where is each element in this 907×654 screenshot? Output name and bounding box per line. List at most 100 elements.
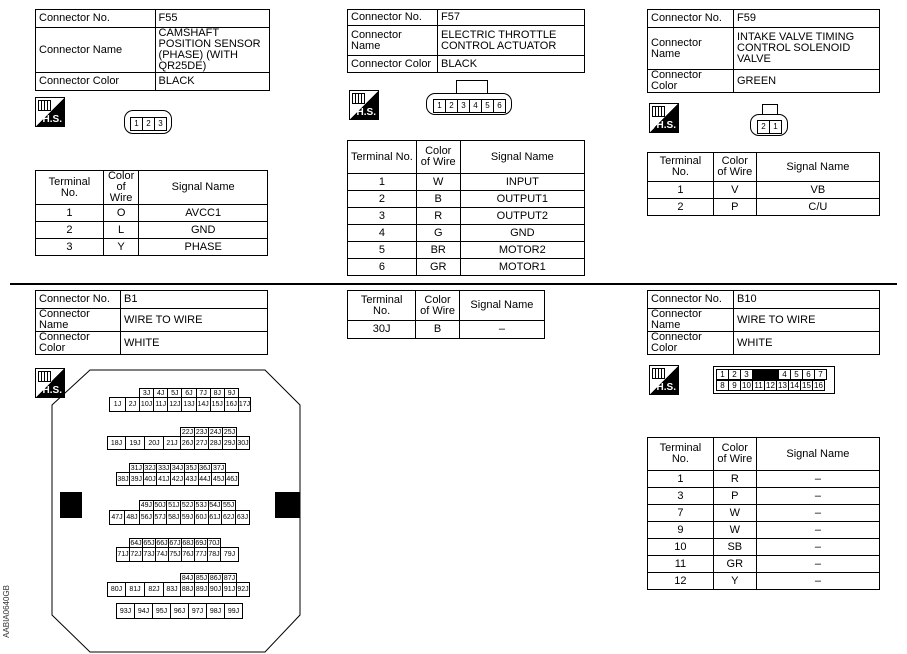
table-row: 9 W – xyxy=(647,521,881,539)
b1-terminal-cell: 77J xyxy=(194,547,208,562)
b1-lock-tab-right xyxy=(275,492,300,518)
table-row: 7 W – xyxy=(647,504,881,522)
b1-terminal-cell: 63J xyxy=(235,510,250,525)
wire-color: GR xyxy=(712,555,757,573)
b1-terminal-cell: 91J xyxy=(222,582,237,597)
label: Connector Color xyxy=(647,331,734,355)
b1-terminal-cell: 57J xyxy=(152,510,168,525)
signal-name: – xyxy=(755,538,881,556)
b1-terminal-cell: 95J xyxy=(152,603,171,619)
b1-terminal-cell: 2J xyxy=(125,397,140,412)
terminal-no: 10 xyxy=(647,538,714,556)
b1-terminal-cell: 42J xyxy=(170,472,185,486)
b1-terminal-cell: 93J xyxy=(116,603,135,619)
table-row: 1 V VB xyxy=(647,181,881,199)
b1-color: WHITE xyxy=(120,331,268,355)
signal-name: – xyxy=(755,572,881,590)
b1-terminal-cell: 62J xyxy=(221,510,236,525)
harness-side-icon: H.S. xyxy=(349,90,379,120)
header-terminal-no: Terminal No. xyxy=(35,170,104,205)
connector-key xyxy=(752,369,779,380)
wire-color: Y xyxy=(712,572,757,590)
b10-info-table: Connector No. B10 Connector Name WIRE TO W… xyxy=(647,290,880,355)
table-row: 30J B – xyxy=(346,320,546,339)
b1-terminal-cell: 11J xyxy=(153,397,169,412)
f59-name: INTAKE VALVE TIMING CONTROL SOLENOID VAL… xyxy=(733,27,880,70)
signal-name: – xyxy=(755,470,881,488)
b1-name: WIRE TO WIRE xyxy=(120,308,268,332)
b1-terminal-cell: 28J xyxy=(208,436,223,450)
b1-terminal-cell: 27J xyxy=(194,436,209,450)
terminal-no: 9 xyxy=(647,521,714,539)
b1-terminal-table: Terminal No. Color of Wire Signal Name 30J B… xyxy=(346,290,546,339)
header-terminal-no: Terminal No. xyxy=(346,290,417,321)
b1-terminal-cell: 83J xyxy=(163,582,181,597)
table-row: 4 G GND xyxy=(347,224,586,242)
b1-terminal-cell: 16J xyxy=(223,397,239,412)
label: Connector Color xyxy=(35,331,121,355)
header-color-of-wire: Color of Wire xyxy=(712,152,757,182)
connector-pin: 6 xyxy=(493,98,506,113)
signal-name: – xyxy=(755,487,881,505)
table-row: 3 Y PHASE xyxy=(35,238,268,256)
b1-terminal-cell: 89J xyxy=(194,582,209,597)
wire-color: P xyxy=(712,487,757,505)
connector-pin: 16 xyxy=(812,380,825,391)
wire-color: B xyxy=(415,320,460,339)
signal-name: – xyxy=(458,320,546,339)
table-row: 3 R OUTPUT2 xyxy=(347,207,586,225)
table-row: 2 P C/U xyxy=(647,198,881,216)
connector-pin: 3 xyxy=(154,116,167,131)
label: Connector Name xyxy=(647,308,734,332)
b1-terminal-cell: 94J xyxy=(134,603,153,619)
table-row: 3 P – xyxy=(647,487,881,505)
b1-terminal-cell: 82J xyxy=(144,582,164,597)
b1-terminal-cell: 72J xyxy=(129,547,143,562)
b1-terminal-cell: 96J xyxy=(170,603,189,619)
f57-name: ELECTRIC THROTTLE CONTROL ACTUATOR xyxy=(437,25,585,56)
table-row: 10 SB – xyxy=(647,538,881,556)
b10-name: WIRE TO WIRE xyxy=(733,308,880,332)
f55-name: CAMSHAFT POSITION SENSOR (PHASE) (WITH Q… xyxy=(154,27,271,73)
b1-terminal-cell: 19J xyxy=(125,436,145,450)
b10-color: WHITE xyxy=(733,331,880,355)
table-row: 1 O AVCC1 xyxy=(35,204,268,222)
label: Connector Name xyxy=(647,27,734,70)
harness-side-icon: H.S. xyxy=(35,368,65,398)
signal-name: – xyxy=(755,555,881,573)
b1-terminal-cell: 10J xyxy=(139,397,155,412)
table-row: 12 Y – xyxy=(647,572,881,590)
signal-name: – xyxy=(755,504,881,522)
b1-terminal-cell: 39J xyxy=(129,472,144,486)
b1-terminal-cell: 48J xyxy=(124,510,140,525)
wire-color: W xyxy=(712,521,757,539)
terminal-no: 3 xyxy=(35,238,104,256)
header-terminal-no: Terminal No. xyxy=(347,140,417,174)
b1-lock-tab-left xyxy=(60,492,82,518)
b1-terminal-cell: 98J xyxy=(206,603,225,619)
b1-terminal-cell: 78J xyxy=(207,547,221,562)
label: Connector No. xyxy=(647,290,734,309)
f55-info-table: Connector No. F55 Connector Name CAMSHAFT … xyxy=(35,9,271,91)
connector-latch xyxy=(762,104,778,115)
f57-color: BLACK xyxy=(437,55,585,73)
b1-terminal-cell: 44J xyxy=(197,472,213,486)
terminal-no: 12 xyxy=(647,572,714,590)
b1-terminal-cell: 71J xyxy=(116,547,130,562)
header-color-of-wire: Color of Wire xyxy=(102,170,140,205)
harness-side-icon: H.S. xyxy=(649,103,679,133)
table-row: 5 BR MOTOR2 xyxy=(347,241,586,259)
label: Connector Color xyxy=(347,55,438,73)
wire-color: R xyxy=(712,470,757,488)
b1-terminal-cell: 45J xyxy=(211,472,226,486)
b1-terminal-cell: 60J xyxy=(193,510,209,525)
b1-terminal-cell: 75J xyxy=(168,547,182,562)
connector-pin: 1 xyxy=(769,119,782,134)
header-signal-name: Signal Name xyxy=(755,437,881,471)
label: Connector Name xyxy=(35,308,121,332)
b1-terminal-cell: 59J xyxy=(180,510,195,525)
f59-color: GREEN xyxy=(733,69,880,93)
